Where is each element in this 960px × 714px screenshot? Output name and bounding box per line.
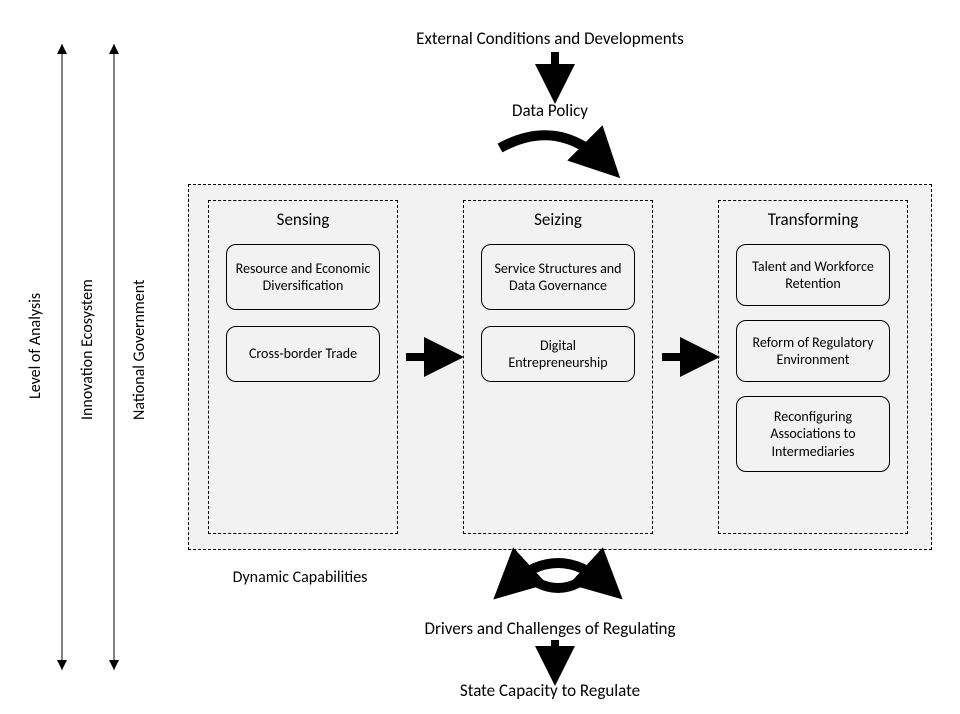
label-dynamic-capabilities: Dynamic Capabilities <box>200 568 400 587</box>
phase-sensing-title: Sensing <box>209 209 397 230</box>
item-reconfiguring-associations: Reconfiguring Associations to Intermedia… <box>736 396 890 472</box>
side-label-level: Level of Analysis <box>26 96 45 596</box>
item-talent-retention: Talent and Workforce Retention <box>736 244 890 306</box>
item-cross-border-trade: Cross-border Trade <box>226 326 380 382</box>
arrow-policy-to-container-top <box>500 135 606 164</box>
label-state-capacity: State Capacity to Regulate <box>300 680 800 701</box>
phase-transforming-title: Transforming <box>719 209 907 230</box>
label-external: External Conditions and Developments <box>300 28 800 49</box>
diagram-canvas: Level of Analysis Innovation Ecosystem N… <box>0 0 960 714</box>
item-reform-regulatory: Reform of Regulatory Environment <box>736 320 890 382</box>
item-resource-diversification: Resource and Economic Diversification <box>226 244 380 310</box>
arrow-dynamic-capabilities-loop-bottom <box>518 568 598 588</box>
item-digital-entrepreneurship: Digital Entrepreneurship <box>481 326 635 382</box>
label-drivers: Drivers and Challenges of Regulating <box>300 618 800 639</box>
item-service-structures: Service Structures and Data Governance <box>481 244 635 310</box>
side-label-national: National Government <box>130 200 149 500</box>
arrow-dynamic-capabilities-loop-top <box>508 563 608 586</box>
label-data-policy: Data Policy <box>300 100 800 121</box>
phase-seizing-title: Seizing <box>464 209 652 230</box>
side-label-ecosystem: Innovation Ecosystem <box>78 200 97 500</box>
